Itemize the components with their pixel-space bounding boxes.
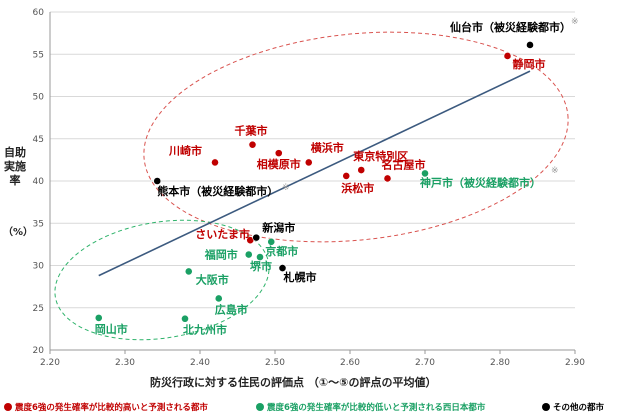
data-point: [274, 149, 283, 158]
data-point: [94, 313, 103, 322]
y-tick-label: 55: [33, 50, 44, 60]
data-point: [211, 158, 219, 167]
point-label: 北九州市: [183, 323, 227, 337]
y-tick-label: 50: [33, 93, 45, 103]
y-tick-label: 35: [33, 219, 44, 229]
point-label: さいたま市: [195, 227, 250, 241]
point-label: 相模原市: [257, 157, 301, 171]
data-point: [267, 237, 276, 246]
point-label: 川崎市: [168, 143, 202, 157]
legend-marker-green: [256, 403, 264, 411]
y-axis-unit: （%）: [3, 227, 34, 238]
point-label: 静岡市: [513, 57, 546, 71]
data-point: [184, 267, 193, 276]
point-label: 福岡市: [204, 248, 238, 262]
point-label: 千葉市: [235, 124, 268, 138]
data-point: [256, 253, 264, 261]
legend-item-black: その他の都市: [542, 401, 604, 413]
data-point: [342, 172, 351, 180]
y-tick-label: 45: [33, 135, 44, 145]
data-point: [248, 140, 257, 149]
data-point: [421, 169, 429, 178]
y-tick-label: 20: [33, 346, 45, 356]
y-tick-label: 40: [33, 177, 45, 187]
legend-item-red: 震度6強の発生確率が比較的高いと予測される都市: [4, 401, 208, 413]
data-point: [252, 233, 261, 242]
data-point: [526, 41, 534, 49]
data-point: [244, 250, 253, 259]
x-tick-label: 2.70: [415, 358, 435, 368]
data-point: [304, 158, 313, 167]
x-tick-label: 2.50: [265, 358, 285, 368]
note-mark: ※: [571, 17, 579, 27]
y-axis-title: 自助実施率: [4, 146, 26, 187]
data-point: [181, 314, 189, 323]
point-label: 熊本市（被災経験都市）: [157, 184, 278, 198]
legend-marker-red: [4, 403, 12, 411]
point-label: 仙台市（被災経験都市）: [450, 20, 571, 34]
point-label: 神戸市（被災経験都市）: [420, 175, 541, 189]
y-tick-label: 25: [33, 304, 44, 314]
high-risk-group-ellipse: [143, 31, 569, 243]
legend-label-red: 震度6強の発生確率が比較的高いと予測される都市: [15, 403, 208, 413]
west-japan-group-ellipse: [54, 219, 270, 341]
y-tick-label: 30: [33, 262, 45, 272]
x-tick-label: 2.90: [565, 358, 585, 368]
point-label: 広島市: [215, 302, 248, 316]
x-tick-label: 2.80: [490, 358, 510, 368]
point-label: 京都市: [265, 244, 298, 258]
note-mark: ※: [282, 183, 290, 193]
data-point: [503, 52, 512, 60]
point-label: 岡山市: [95, 322, 128, 336]
note-mark: ※: [551, 166, 559, 176]
x-axis-title: 防災行政に対する住民の評価点 （①～⑤の評点の平均値）: [150, 376, 437, 389]
point-label: 堺市: [250, 259, 272, 273]
y-tick-label: 60: [33, 8, 45, 18]
legend: 震度6強の発生確率が比較的高いと予測される都市 震度6強の発生確率が比較的低いと…: [4, 399, 640, 415]
point-label: 名古屋市: [382, 157, 426, 171]
point-label: 横浜市: [311, 140, 344, 154]
legend-label-green: 震度6強の発生確率が比較的低いと予測される西日本都市: [267, 403, 486, 413]
trendline: [98, 70, 531, 277]
x-tick-label: 2.30: [115, 358, 135, 368]
point-label: 大阪市: [196, 272, 229, 286]
point-label: 新潟市: [262, 221, 295, 235]
data-point: [383, 174, 392, 183]
legend-marker-black: [542, 403, 550, 411]
x-tick-label: 2.20: [40, 358, 60, 368]
legend-label-black: その他の都市: [553, 403, 605, 413]
data-point: [214, 294, 223, 303]
legend-item-green: 震度6強の発生確率が比較的低いと予測される西日本都市: [256, 401, 485, 413]
point-label: 札幌市: [283, 270, 317, 284]
point-label: 東京特別区: [353, 149, 408, 163]
data-point: [357, 166, 366, 174]
point-label: 浜松市: [341, 181, 374, 195]
data-point: [153, 177, 162, 185]
data-point: [278, 264, 287, 272]
x-tick-label: 2.40: [190, 358, 210, 368]
x-tick-label: 2.60: [340, 358, 360, 368]
